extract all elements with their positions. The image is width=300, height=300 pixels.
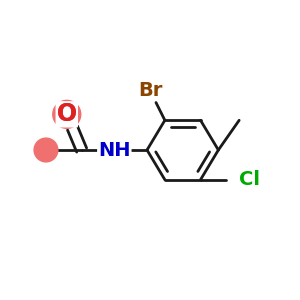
Text: Br: Br: [138, 81, 162, 100]
Text: O: O: [57, 102, 77, 126]
Text: O: O: [57, 102, 77, 126]
Circle shape: [53, 100, 81, 128]
Text: NH: NH: [98, 140, 130, 160]
Text: Cl: Cl: [239, 170, 260, 189]
Circle shape: [34, 138, 58, 162]
